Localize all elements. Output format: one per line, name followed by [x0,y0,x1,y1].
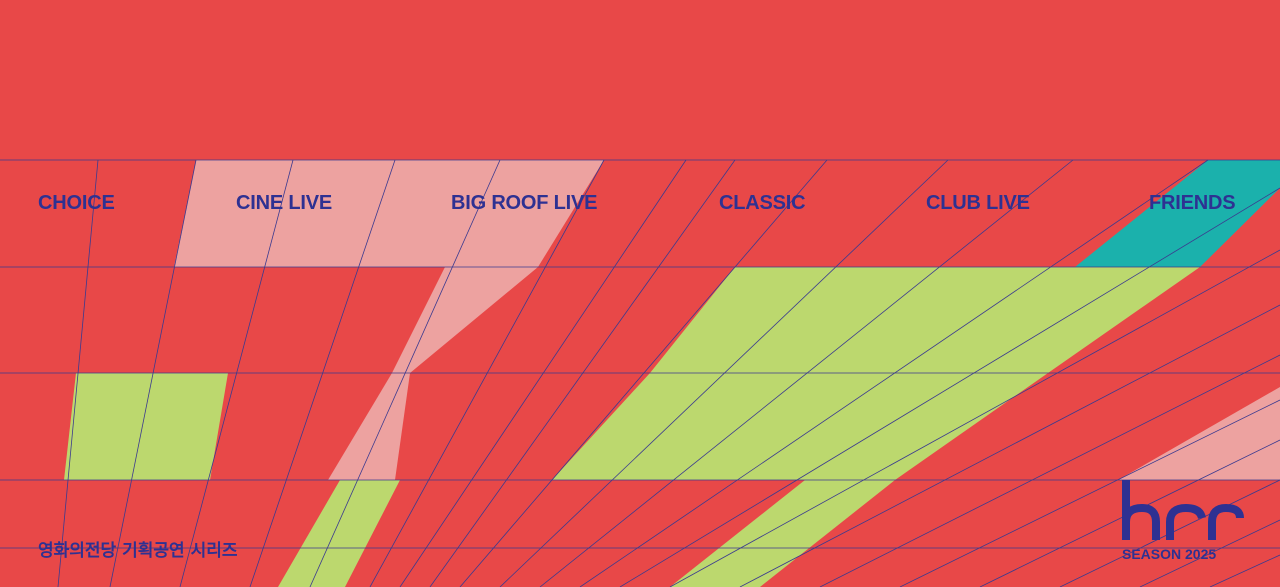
pink-cells [174,160,1280,480]
nav-big-roof-live[interactable]: BIG ROOF LIVE [451,192,598,214]
bcc-logo-icon [1122,480,1244,540]
nav-friends[interactable]: FRIENDS [1149,192,1236,214]
nav-club-live[interactable]: CLUB LIVE [926,192,1030,214]
lime-cells [64,267,1200,587]
nav-choice[interactable]: CHOICE [38,192,115,214]
season-label: SEASON 2025 [1122,546,1217,562]
nav-cine-live[interactable]: CINE LIVE [236,192,332,214]
grid-lines [0,159,1280,587]
nav-classic[interactable]: CLASSIC [719,192,806,214]
series-subtitle: 영화의전당 기획공연 시리즈 [38,541,238,561]
teal-cells [1075,160,1280,267]
